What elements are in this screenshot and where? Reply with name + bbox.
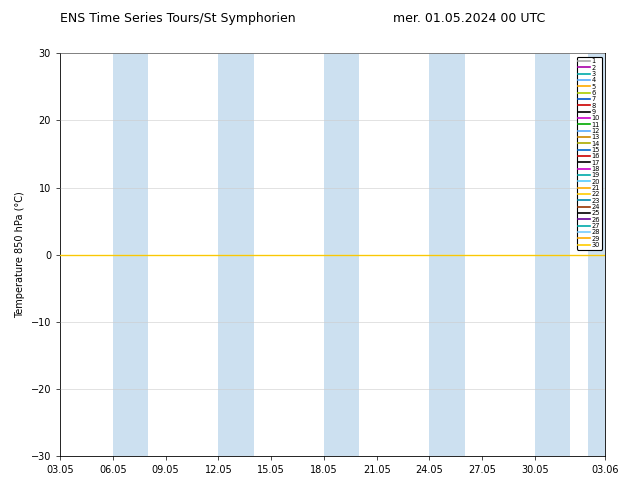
Bar: [324, 53, 359, 456]
Bar: [429, 53, 465, 456]
Text: mer. 01.05.2024 00 UTC: mer. 01.05.2024 00 UTC: [393, 12, 545, 25]
Bar: [113, 53, 148, 456]
Text: ENS Time Series Tours/St Symphorien: ENS Time Series Tours/St Symphorien: [60, 12, 295, 25]
Bar: [535, 53, 570, 456]
Bar: [218, 53, 254, 456]
Y-axis label: Temperature 850 hPa (°C): Temperature 850 hPa (°C): [15, 191, 25, 318]
Legend: 1, 2, 3, 4, 5, 6, 7, 8, 9, 10, 11, 12, 13, 14, 15, 16, 17, 18, 19, 20, 21, 22, 2: 1, 2, 3, 4, 5, 6, 7, 8, 9, 10, 11, 12, 1…: [577, 57, 602, 249]
Bar: [588, 53, 605, 456]
